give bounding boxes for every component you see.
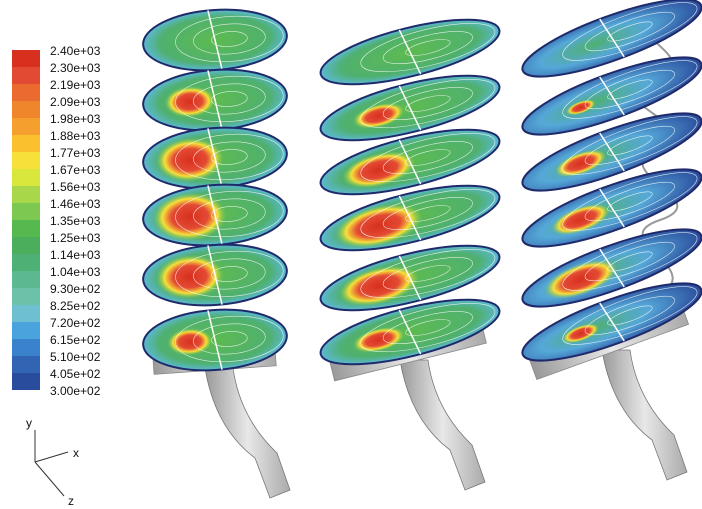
colorbar-swatch	[12, 203, 40, 220]
colorbar-label: 5.10e+02	[50, 350, 101, 364]
colorbar-label: 1.25e+03	[50, 231, 101, 245]
colorbar-label: 1.14e+03	[50, 248, 101, 262]
slice	[141, 180, 289, 250]
colorbar-swatch	[12, 322, 40, 339]
colorbar-swatch	[12, 373, 40, 390]
colorbar-label: 1.98e+03	[50, 112, 101, 126]
colorbar-swatch	[12, 271, 40, 288]
colorbar-label: 2.19e+03	[50, 78, 101, 92]
colorbar-label: 1.88e+03	[50, 129, 101, 143]
colorbar-swatch	[12, 84, 40, 101]
colorbar-label: 8.25e+02	[50, 299, 101, 313]
axis-z-line	[35, 462, 64, 496]
colorbar-swatch	[12, 305, 40, 322]
axis-x-label: x	[73, 446, 79, 460]
colorbar: 2.40e+03 2.30e+03 2.19e+03 2.09e+03 1.98e+03…	[12, 44, 101, 398]
colorbar-label: 6.15e+02	[50, 333, 101, 347]
colorbar-label: 9.30e+02	[50, 282, 101, 296]
slice	[141, 65, 289, 135]
colorbar-label: 1.46e+03	[50, 197, 101, 211]
figure: 2.40e+03 2.30e+03 2.19e+03 2.09e+03 1.98e+03…	[0, 0, 702, 509]
axis-y-label: y	[26, 416, 32, 430]
colorbar-label: 1.56e+03	[50, 180, 101, 194]
colorbar-label: 2.09e+03	[50, 95, 101, 109]
axis-z-label: z	[68, 494, 74, 508]
colorbar-swatch	[12, 50, 40, 67]
colorbar-swatch	[12, 169, 40, 186]
slice	[141, 123, 289, 193]
intake-pipe	[602, 350, 687, 480]
colorbar-label: 2.40e+03	[50, 44, 101, 58]
slice	[141, 240, 289, 310]
axis-triad	[35, 430, 68, 496]
colorbar-swatch	[12, 339, 40, 356]
colorbar-label: 1.77e+03	[50, 146, 101, 160]
colorbar-swatch	[12, 135, 40, 152]
colorbar-label: 4.05e+02	[50, 367, 101, 381]
axis-x-line	[35, 452, 68, 462]
colorbar-label: 1.67e+03	[50, 163, 101, 177]
colorbar-swatch	[12, 118, 40, 135]
colorbar-label: 1.04e+03	[50, 265, 101, 279]
colorbar-swatch	[12, 186, 40, 203]
colorbar-label: 1.35e+03	[50, 214, 101, 228]
colorbar-swatch	[12, 288, 40, 305]
slice	[141, 5, 289, 75]
colorbar-swatch	[12, 101, 40, 118]
colorbar-label: 7.20e+02	[50, 316, 101, 330]
colorbar-swatch	[12, 67, 40, 84]
contour-slices	[141, 0, 702, 498]
colorbar-swatch	[12, 254, 40, 271]
colorbar-swatch	[12, 220, 40, 237]
intake-pipe	[400, 360, 485, 490]
colorbar-label: 3.00e+02	[50, 384, 101, 398]
colorbar-swatch	[12, 356, 40, 373]
intake-pipe	[205, 368, 290, 498]
colorbar-swatch	[12, 152, 40, 169]
colorbar-label: 2.30e+03	[50, 61, 101, 75]
colorbar-swatch	[12, 237, 40, 254]
